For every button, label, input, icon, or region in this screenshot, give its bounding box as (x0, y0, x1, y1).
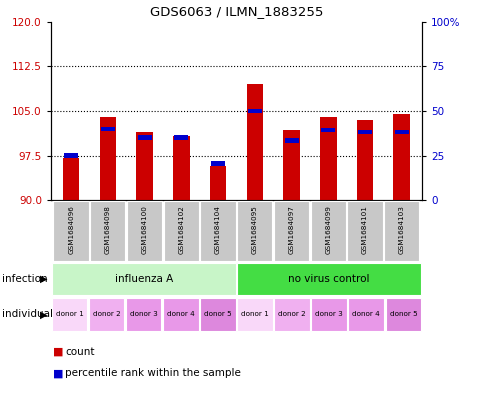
Text: GSM1684102: GSM1684102 (178, 205, 184, 254)
Text: GSM1684104: GSM1684104 (214, 205, 221, 254)
Bar (319, 117, 336, 200)
Bar (394, 130, 408, 134)
Bar (385, 298, 420, 331)
Text: influenza A: influenza A (114, 274, 172, 284)
Bar (348, 298, 383, 331)
Bar (90, 201, 125, 261)
Text: count: count (65, 347, 95, 357)
Text: no virus control: no virus control (288, 274, 369, 284)
Bar (320, 128, 334, 132)
Text: ■: ■ (53, 368, 64, 378)
Bar (274, 298, 309, 331)
Text: donor 1: donor 1 (241, 311, 268, 318)
Text: ▶: ▶ (40, 274, 47, 284)
Text: GSM1684098: GSM1684098 (105, 205, 111, 254)
Bar (52, 298, 87, 331)
Text: ■: ■ (53, 347, 64, 357)
Bar (310, 201, 345, 261)
Bar (136, 132, 152, 200)
Text: GSM1684095: GSM1684095 (251, 205, 257, 254)
Bar (101, 127, 115, 131)
Title: GDS6063 / ILMN_1883255: GDS6063 / ILMN_1883255 (150, 5, 322, 18)
Bar (163, 298, 198, 331)
Bar (284, 138, 298, 143)
Bar (200, 201, 235, 261)
Text: individual: individual (2, 309, 53, 320)
Bar (127, 201, 162, 261)
Bar (356, 120, 373, 200)
Text: GSM1684097: GSM1684097 (288, 205, 294, 254)
Text: GSM1684100: GSM1684100 (141, 205, 147, 254)
Bar (347, 201, 382, 261)
Bar (89, 298, 124, 331)
Text: GSM1684103: GSM1684103 (398, 205, 404, 254)
Text: donor 2: donor 2 (92, 311, 120, 318)
Bar (164, 201, 198, 261)
Bar (99, 117, 116, 200)
Bar (63, 158, 79, 200)
Bar (246, 84, 262, 200)
Bar (174, 136, 188, 140)
Bar (273, 201, 308, 261)
Text: donor 5: donor 5 (389, 311, 416, 318)
Bar (237, 201, 272, 261)
Bar (126, 298, 161, 331)
Bar (237, 298, 272, 331)
Bar (311, 298, 346, 331)
Bar (383, 201, 419, 261)
Bar (357, 130, 371, 134)
Bar (173, 136, 189, 200)
Bar (64, 153, 78, 158)
Text: GSM1684099: GSM1684099 (325, 205, 331, 254)
Text: donor 4: donor 4 (352, 311, 379, 318)
Text: donor 5: donor 5 (204, 311, 231, 318)
Text: percentile rank within the sample: percentile rank within the sample (65, 368, 241, 378)
Bar (393, 114, 409, 200)
Text: donor 3: donor 3 (315, 311, 342, 318)
Text: donor 1: donor 1 (56, 311, 83, 318)
Text: GSM1684096: GSM1684096 (68, 205, 74, 254)
Text: donor 2: donor 2 (278, 311, 305, 318)
Bar (200, 298, 235, 331)
Text: donor 4: donor 4 (166, 311, 194, 318)
Bar (211, 161, 225, 166)
Bar (237, 263, 420, 295)
Bar (52, 263, 235, 295)
Text: GSM1684101: GSM1684101 (361, 205, 367, 254)
Bar (283, 130, 299, 200)
Text: donor 3: donor 3 (130, 311, 157, 318)
Bar (210, 166, 226, 200)
Text: ▶: ▶ (40, 309, 47, 320)
Text: infection: infection (2, 274, 48, 284)
Bar (53, 201, 89, 261)
Bar (247, 108, 261, 114)
Bar (137, 136, 151, 140)
